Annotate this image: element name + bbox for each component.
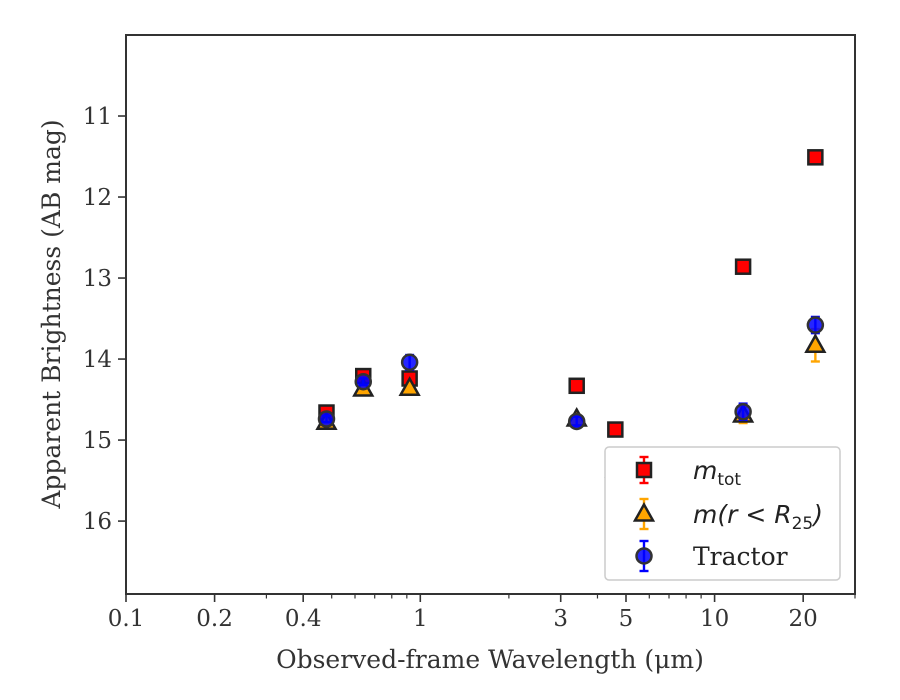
x-tick-label: 5 xyxy=(619,606,634,632)
legend-label-tractor: Tractor xyxy=(693,542,788,571)
x-tick-label: 10 xyxy=(700,606,729,632)
y-axis-label: Apparent Brightness (AB mag) xyxy=(37,119,66,509)
legend-handle-mr25 xyxy=(632,501,656,522)
legend-label-mr25: m(r < R25) xyxy=(693,500,823,534)
point-tractor xyxy=(354,372,373,391)
series-mtot xyxy=(318,149,824,438)
point-mr25 xyxy=(398,376,421,396)
y-tick-label: 14 xyxy=(83,347,112,373)
point-mtot xyxy=(807,149,824,166)
x-tick-label: 20 xyxy=(789,606,818,632)
y-tick-label: 11 xyxy=(83,104,112,130)
plot-frame xyxy=(125,34,856,595)
point-mtot xyxy=(568,377,585,395)
legend-handle-tractor xyxy=(635,547,653,565)
x-tick-label: 3 xyxy=(553,606,568,632)
point-mr25 xyxy=(804,333,827,354)
x-axis-label: Observed-frame Wavelength (μm) xyxy=(276,645,704,674)
legend: mtot m(r < R25) Tractor xyxy=(604,446,841,581)
legend-label-mtot: mtot xyxy=(693,456,741,490)
y-tick-label: 13 xyxy=(83,266,112,292)
data-points xyxy=(315,149,827,478)
point-tractor xyxy=(567,412,586,431)
point-mtot xyxy=(607,421,624,438)
y-tick-label: 15 xyxy=(83,428,112,454)
point-tractor xyxy=(806,316,825,334)
y-tick-label: 16 xyxy=(83,509,112,535)
x-tick-label: 0.4 xyxy=(285,606,322,632)
x-tick-label: 1 xyxy=(413,606,428,632)
y-tick-label: 12 xyxy=(83,185,112,211)
point-tractor xyxy=(734,402,752,421)
legend-box xyxy=(604,446,841,581)
legend-handle-mtot xyxy=(635,461,653,479)
point-mtot xyxy=(734,258,752,275)
point-tractor xyxy=(400,353,419,372)
series-tractor xyxy=(317,315,825,478)
point-tractor xyxy=(317,410,336,428)
x-tick-label: 0.1 xyxy=(108,606,145,632)
x-tick-label: 0.2 xyxy=(196,606,233,632)
